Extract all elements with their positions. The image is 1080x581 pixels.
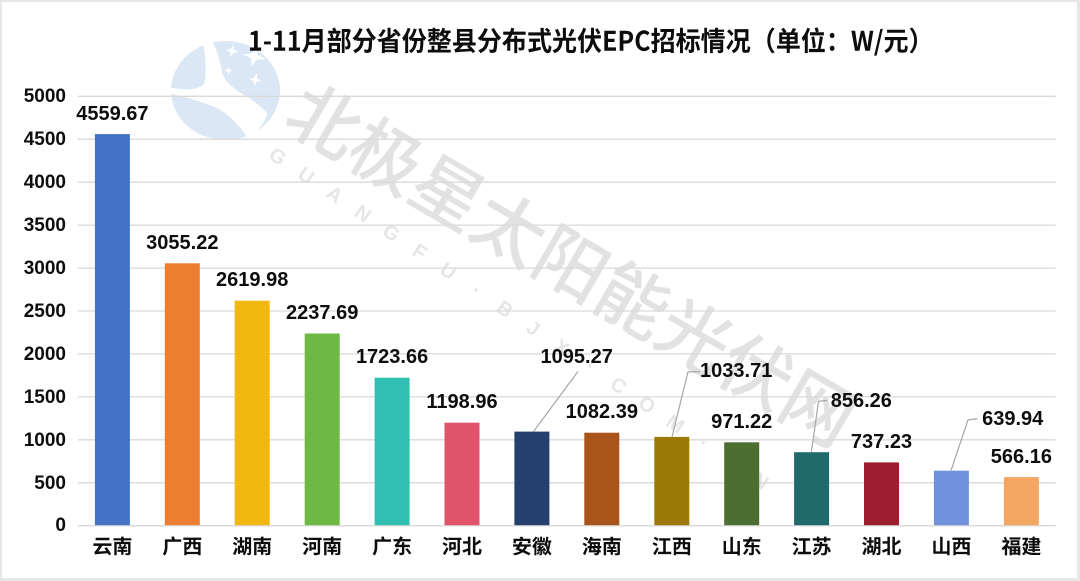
svg-text:·: · (467, 280, 485, 302)
svg-text:B: B (492, 297, 516, 323)
svg-text:U: U (436, 258, 460, 284)
svg-text:U: U (294, 163, 318, 189)
svg-text:G: G (378, 220, 403, 247)
svg-text:F: F (408, 240, 431, 265)
svg-text:N: N (350, 201, 374, 227)
svg-text:G: G (265, 144, 290, 171)
svg-text:·: · (694, 433, 712, 455)
svg-text:A: A (322, 182, 346, 208)
svg-text:J: J (522, 317, 544, 341)
svg-text:C: C (606, 373, 630, 399)
